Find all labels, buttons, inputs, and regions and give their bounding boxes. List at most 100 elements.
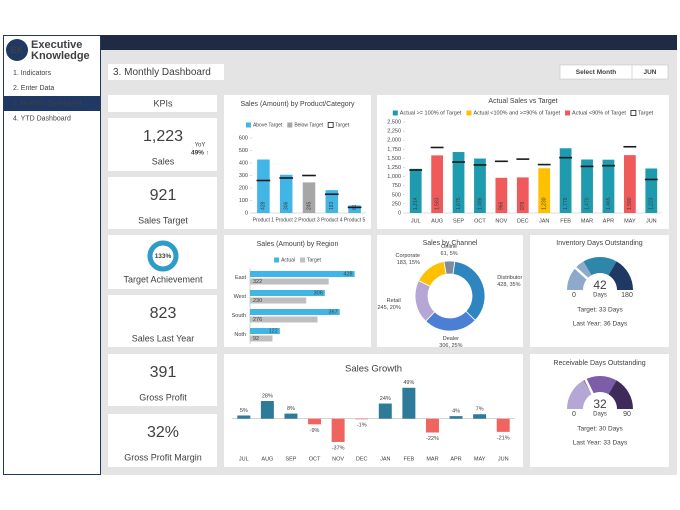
kpi-label: Sales: [152, 156, 175, 166]
bar: [473, 414, 487, 419]
kpi-value: 921: [150, 187, 177, 204]
data-label: 1,496: [477, 197, 483, 210]
chart-panel: [530, 235, 669, 347]
x-tick-label: JAN: [380, 456, 390, 462]
logo-circle: [6, 39, 28, 61]
gauge-min: 0: [572, 411, 576, 418]
kpi-card: [108, 354, 217, 406]
data-label: 428: [261, 201, 267, 210]
legend: Actual Target: [274, 257, 322, 263]
x-tick-label: APR: [603, 218, 614, 224]
data-label: 1,223: [649, 197, 655, 210]
chart-title: Receivable Days Outstanding: [553, 360, 645, 367]
legend-label: Actual: [281, 257, 295, 263]
data-label: 1,470: [584, 197, 590, 210]
menu-item[interactable]: 1. Indicators: [13, 70, 52, 77]
bar: [645, 168, 658, 213]
data-label: -1%: [357, 423, 367, 429]
kpi-label: Gross Profit Margin: [124, 452, 202, 462]
y-tick-label: 0: [398, 210, 401, 216]
brand: Knowledge: [31, 50, 90, 62]
y-tick-label: 2,250: [387, 129, 401, 135]
chart-title: Sales (Amount) by Product/Category: [241, 101, 355, 108]
legend-label: Actual <90% of Target: [572, 110, 626, 116]
legend-label: Target: [638, 110, 654, 116]
data-label: -9%: [310, 428, 320, 434]
legend: Above Target Below Target Target: [245, 122, 350, 128]
gauge-target: Target: 33 Days: [577, 307, 623, 314]
gauge-band: [608, 380, 633, 409]
menu-item[interactable]: 4. YTD Dashboard: [13, 116, 71, 123]
slice-label: Retail: [387, 298, 401, 304]
data-label: 122: [269, 329, 278, 335]
x-tick-label: OCT: [309, 456, 321, 462]
menu-item[interactable]: 3. Monthly Dashboard: [13, 100, 82, 107]
bar: [378, 403, 392, 419]
x-tick-label: Product 2: [275, 217, 297, 223]
data-label: 428: [343, 272, 352, 278]
y-tick-label: 2,000: [387, 138, 401, 144]
kpi-title: KPIs: [153, 98, 173, 108]
y-tick-label: 400: [239, 160, 248, 166]
gauge-value: 42: [593, 278, 607, 292]
kpi-label: Gross Profit: [139, 392, 187, 402]
bar: [325, 190, 339, 213]
bar: [250, 297, 307, 304]
kpi-value: 1,223: [143, 128, 183, 145]
top-bar: [101, 35, 677, 50]
bar: [250, 271, 355, 277]
y-tick-label: 500: [392, 192, 401, 198]
x-tick-label: DEC: [356, 456, 368, 462]
y-tick-label: Noth: [234, 332, 246, 338]
chart-title: Sales Growth: [345, 364, 402, 375]
x-tick-label: MAR: [426, 456, 438, 462]
chart-title: Sales (Amount) by Region: [257, 241, 339, 248]
page-title: 3. Monthly Dashboard: [113, 67, 211, 78]
x-tick-label: Product 4: [321, 217, 343, 223]
y-tick-label: 2,500: [387, 119, 401, 125]
bar: [602, 159, 615, 213]
kpi-card: [108, 118, 217, 171]
data-label: 306: [314, 291, 323, 297]
y-tick-label: 0: [245, 210, 248, 216]
y-tick-label: 100: [239, 198, 248, 204]
select-value: JUN: [643, 69, 656, 76]
x-tick-label: FEB: [404, 456, 415, 462]
x-tick-label: Product 1: [253, 217, 275, 223]
data-label: 245: [306, 201, 312, 210]
bar: [559, 148, 572, 213]
bar: [257, 159, 270, 213]
menu-active: [3, 96, 101, 111]
bar: [425, 418, 439, 433]
legend-swatch: [245, 122, 251, 128]
bar: [331, 418, 345, 442]
legend-swatch: [565, 110, 571, 116]
kpi-label: Sales Target: [138, 215, 188, 225]
slice-label: Online: [441, 244, 457, 250]
legend-label: Actual >= 100% of Target: [400, 110, 462, 116]
bar: [495, 177, 508, 213]
data-label: 1,465: [606, 197, 612, 210]
menu-item[interactable]: 2. Enter Data: [13, 85, 54, 92]
slice-value: 183, 15%: [397, 260, 420, 266]
logo-text: EK: [11, 45, 24, 55]
data-label: -37%: [332, 445, 345, 451]
legend-swatch: [392, 110, 398, 116]
slice-value: 245, 20%: [377, 305, 400, 311]
kpi-value: 823: [150, 305, 177, 322]
month-selector[interactable]: [559, 64, 669, 80]
legend-swatch: [287, 122, 293, 128]
y-tick-label: South: [232, 313, 246, 319]
x-tick-label: JUL: [239, 456, 249, 462]
select-label: Select Month: [576, 69, 616, 76]
bar: [250, 335, 273, 342]
x-tick-label: JAN: [539, 218, 549, 224]
bar: [250, 290, 325, 296]
x-tick-label: JUN: [646, 218, 657, 224]
kpi-value: 391: [150, 364, 177, 381]
gauge-unit: Days: [593, 293, 607, 299]
legend-swatch: [327, 122, 334, 128]
y-tick-label: East: [235, 275, 246, 281]
bar: [250, 309, 340, 315]
